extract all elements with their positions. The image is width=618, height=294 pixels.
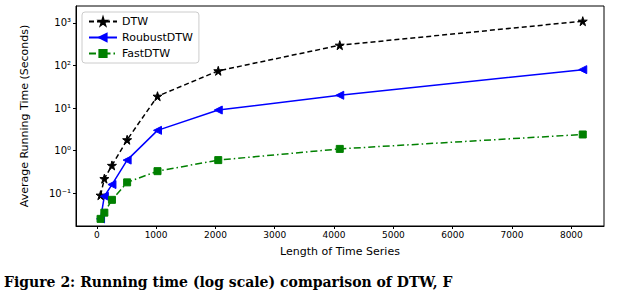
svg-text:10⁻¹: 10⁻¹ xyxy=(49,188,71,199)
svg-text:3000: 3000 xyxy=(263,230,286,240)
svg-text:Average Running Time (Seconds): Average Running Time (Seconds) xyxy=(18,25,31,207)
svg-text:10²: 10² xyxy=(54,60,71,71)
svg-text:1000: 1000 xyxy=(145,230,168,240)
svg-text:5000: 5000 xyxy=(382,230,405,240)
svg-text:DTW: DTW xyxy=(122,15,148,28)
svg-text:4000: 4000 xyxy=(323,230,346,240)
svg-text:2000: 2000 xyxy=(204,230,227,240)
svg-text:Figure 2: Running time (log sc: Figure 2: Running time (log scale) compa… xyxy=(4,274,453,290)
svg-text:0: 0 xyxy=(94,230,100,240)
svg-text:10⁰: 10⁰ xyxy=(54,145,71,156)
svg-text:8000: 8000 xyxy=(560,230,583,240)
svg-text:6000: 6000 xyxy=(441,230,464,240)
svg-text:10¹: 10¹ xyxy=(54,103,71,114)
svg-text:FastDTW: FastDTW xyxy=(122,47,170,60)
svg-text:7000: 7000 xyxy=(501,230,524,240)
svg-text:Length of Time Series: Length of Time Series xyxy=(280,245,400,258)
svg-text:RoubustDTW: RoubustDTW xyxy=(122,31,193,44)
svg-text:10³: 10³ xyxy=(54,17,71,28)
